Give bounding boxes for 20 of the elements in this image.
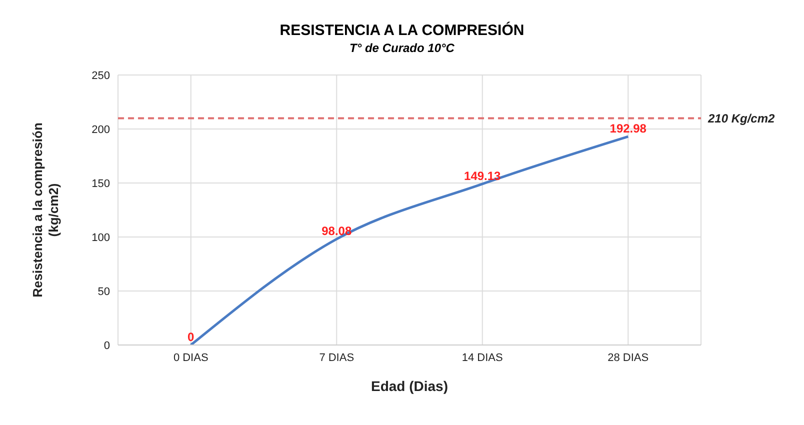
line-series xyxy=(190,135,630,345)
x-axis-title: Edad (Dias) xyxy=(370,378,448,394)
data-label: 98.08 xyxy=(322,224,352,238)
y-axis-title: Resistencia a la compresión (kg/cm2) xyxy=(30,122,61,298)
chart-title: RESISTENCIA A LA COMPRESIÓN xyxy=(278,22,526,39)
ref-line-label: 210 Kg/cm2 xyxy=(707,111,776,126)
x-tick-label: 28 DIAS xyxy=(608,352,649,364)
data-label: 149.13 xyxy=(464,168,502,183)
y-tick-label: 0 xyxy=(104,340,110,352)
x-tick-label: 0 DIAS xyxy=(173,352,208,364)
y-tick-label: 100 xyxy=(92,232,110,244)
data-label: 0 xyxy=(188,330,195,344)
x-tick-label: 14 DIAS xyxy=(462,352,503,364)
chart-subtitle: T° de Curado 10°C xyxy=(348,41,456,55)
y-tick-label: 50 xyxy=(98,286,110,298)
y-tick-label: 150 xyxy=(92,178,110,190)
y-tick-label: 200 xyxy=(92,124,110,136)
y-tick-label: 250 xyxy=(92,70,110,82)
data-label: 192.98 xyxy=(610,122,647,136)
x-tick-label: 7 DIAS xyxy=(319,352,354,364)
